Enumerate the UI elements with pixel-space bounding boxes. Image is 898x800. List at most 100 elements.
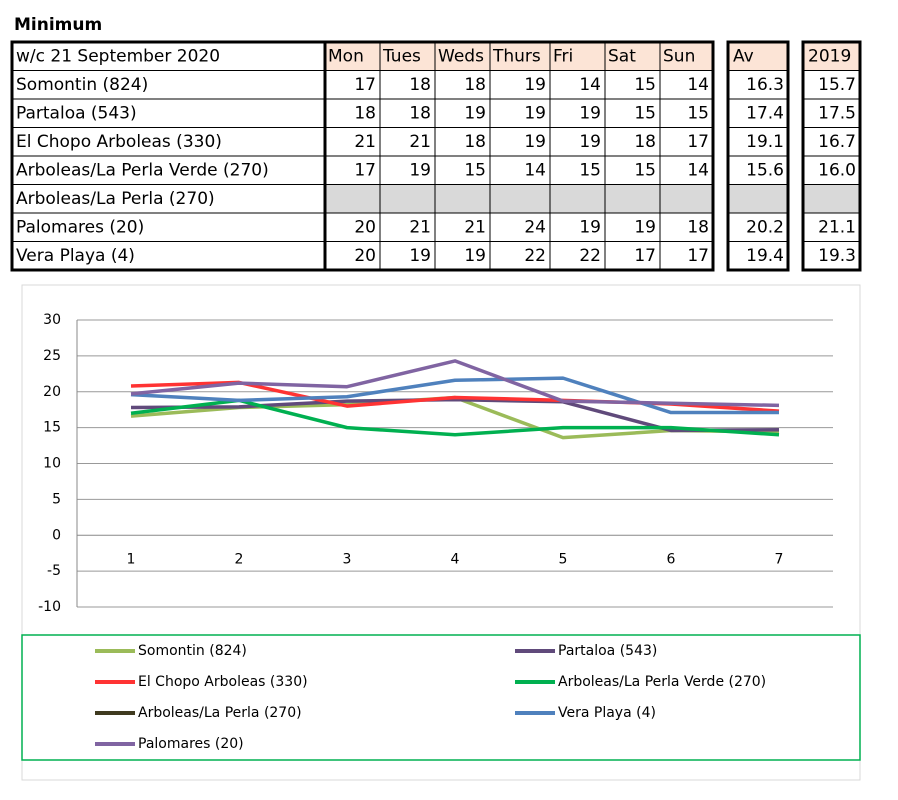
x-tick-label: 4 bbox=[451, 551, 460, 567]
legend-box bbox=[21, 634, 861, 761]
cell: 19 bbox=[409, 246, 431, 266]
y-tick-label: 15 bbox=[43, 420, 61, 436]
legend-label: El Chopo Arboleas (330) bbox=[138, 674, 308, 690]
header-y2019: 2019 bbox=[808, 46, 851, 66]
empty-cell bbox=[660, 184, 713, 213]
legend-label: Arboleas/La Perla (270) bbox=[138, 705, 302, 721]
cell: 18 bbox=[354, 103, 376, 123]
cell-av: 15.6 bbox=[746, 160, 784, 180]
header-day: Sun bbox=[663, 46, 695, 66]
cell: 18 bbox=[634, 132, 656, 152]
legend: Somontin (824) Partaloa (543) El Chopo Arb… bbox=[95, 643, 766, 752]
cell: 15 bbox=[634, 75, 656, 95]
row-name: Partaloa (543) bbox=[16, 103, 137, 123]
y-tick-label: 20 bbox=[43, 384, 61, 400]
cell: 24 bbox=[524, 217, 546, 237]
y-tick-label: 0 bbox=[52, 527, 61, 543]
y-tick-label: 25 bbox=[43, 348, 61, 364]
cell-y2019: 16.0 bbox=[818, 160, 856, 180]
cell-av: 17.4 bbox=[746, 103, 784, 123]
header-cell bbox=[660, 42, 713, 71]
empty-cell bbox=[490, 184, 550, 213]
y-tick-label: 5 bbox=[52, 491, 61, 507]
box-border bbox=[801, 40, 862, 272]
header-cell bbox=[550, 42, 605, 71]
cell: 14 bbox=[579, 75, 601, 95]
cell: 17 bbox=[354, 75, 376, 95]
cell: 18 bbox=[464, 132, 486, 152]
cell: 15 bbox=[464, 160, 486, 180]
cell: 19 bbox=[524, 75, 546, 95]
legend-label: Palomares (20) bbox=[138, 736, 244, 752]
cell: 20 bbox=[354, 246, 376, 266]
series-line bbox=[130, 359, 780, 408]
title: Minimum bbox=[14, 15, 102, 35]
cell: 18 bbox=[409, 103, 431, 123]
header-cell bbox=[803, 42, 860, 71]
series-line bbox=[130, 397, 780, 433]
cell-y2019: 17.5 bbox=[818, 103, 856, 123]
cell: 14 bbox=[687, 75, 709, 95]
cell: 15 bbox=[579, 160, 601, 180]
x-tick-label: 7 bbox=[775, 551, 784, 567]
row-name: Palomares (20) bbox=[16, 217, 144, 237]
header-av: Av bbox=[733, 46, 754, 66]
header-day: Sat bbox=[608, 46, 636, 66]
header-cell bbox=[490, 42, 550, 71]
header-day: Fri bbox=[553, 46, 573, 66]
header-day: Thurs bbox=[492, 46, 541, 66]
cell-av: 19.1 bbox=[746, 132, 784, 152]
header-cell bbox=[325, 42, 380, 71]
cell-av: 19.4 bbox=[746, 246, 784, 266]
header-cell bbox=[380, 42, 435, 71]
empty-cell bbox=[380, 184, 435, 213]
cell: 17 bbox=[634, 246, 656, 266]
x-tick-label: 1 bbox=[127, 551, 136, 567]
cell: 17 bbox=[354, 160, 376, 180]
row-name: Arboleas/La Perla (270) bbox=[16, 189, 215, 209]
cell: 17 bbox=[687, 132, 709, 152]
header-cell bbox=[435, 42, 490, 71]
cell: 15 bbox=[687, 103, 709, 123]
cell: 19 bbox=[409, 160, 431, 180]
series-line bbox=[130, 376, 779, 415]
cell: 21 bbox=[409, 217, 431, 237]
legend-label: Vera Playa (4) bbox=[558, 705, 656, 721]
x-tick-label: 3 bbox=[343, 551, 352, 567]
cell: 21 bbox=[409, 132, 431, 152]
cell: 15 bbox=[634, 160, 656, 180]
cell: 18 bbox=[409, 75, 431, 95]
cell: 17 bbox=[687, 246, 709, 266]
legend-label: Arboleas/La Perla Verde (270) bbox=[558, 674, 766, 690]
cell: 19 bbox=[464, 246, 486, 266]
y-tick-label: 10 bbox=[43, 456, 61, 472]
cell: 19 bbox=[464, 103, 486, 123]
header-day: Tues bbox=[382, 46, 421, 66]
empty-cell bbox=[605, 184, 660, 213]
header-day: Mon bbox=[328, 46, 364, 66]
cell: 21 bbox=[354, 132, 376, 152]
cell: 19 bbox=[524, 132, 546, 152]
cell: 19 bbox=[579, 132, 601, 152]
cell: 21 bbox=[464, 217, 486, 237]
empty-cell bbox=[325, 184, 380, 213]
legend-label: Partaloa (543) bbox=[558, 643, 657, 659]
cell: 20 bbox=[354, 217, 376, 237]
empty-cell bbox=[803, 184, 860, 213]
cell: 19 bbox=[579, 103, 601, 123]
cell-y2019: 16.7 bbox=[818, 132, 856, 152]
x-tick-label: 6 bbox=[667, 551, 676, 567]
cell: 22 bbox=[524, 246, 546, 266]
header-cell bbox=[605, 42, 660, 71]
header-cell bbox=[728, 42, 788, 71]
box-border bbox=[726, 40, 790, 272]
x-tick-label: 2 bbox=[235, 551, 244, 567]
table-border bbox=[10, 40, 715, 272]
plot: -10 -5 0 5 10 15 20 25 30 1 2 3 4 5 6 7 bbox=[38, 312, 833, 615]
cell: 18 bbox=[464, 75, 486, 95]
empty-cell bbox=[435, 184, 490, 213]
row-name: Vera Playa (4) bbox=[16, 246, 135, 266]
cell-y2019: 21.1 bbox=[818, 217, 856, 237]
row-name: Somontin (824) bbox=[16, 75, 148, 95]
